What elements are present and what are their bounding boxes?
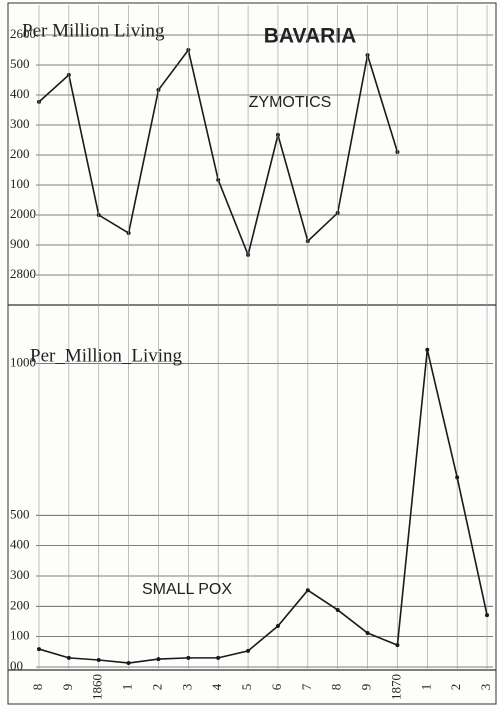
- y-tick-label: 2800: [10, 266, 36, 281]
- x-tick-label: 7: [299, 683, 314, 690]
- x-tick-label: 9: [359, 684, 374, 691]
- y-tick-label: 300: [10, 567, 30, 582]
- y-tick-label: 200: [10, 146, 30, 161]
- series-name: SMALL POX: [142, 581, 232, 598]
- y-tick-label: 400: [10, 537, 30, 552]
- x-tick-label: 4: [209, 683, 224, 690]
- data-point: [66, 655, 71, 660]
- x-tick-label: 3: [179, 684, 194, 691]
- data-point: [395, 643, 400, 648]
- y-tick-label: 2000: [10, 206, 36, 221]
- x-tick-label: 6: [269, 683, 284, 690]
- y-tick-label: 100: [10, 628, 30, 643]
- y-axis-label: Per_Million_Living: [30, 345, 183, 366]
- chart-title: BAVARIA: [264, 25, 357, 48]
- x-tick-label: 2: [448, 684, 463, 691]
- y-tick-label: 100: [10, 176, 30, 191]
- data-point: [485, 613, 490, 618]
- data-point: [96, 657, 101, 662]
- y-tick-label: 400: [10, 86, 30, 101]
- data-point: [186, 655, 191, 660]
- x-tick-label: 8: [329, 684, 344, 691]
- x-tick-label: 1870: [388, 674, 403, 700]
- data-point: [365, 630, 370, 635]
- data-point: [425, 347, 430, 352]
- y-tick-label: 200: [10, 597, 30, 612]
- data-point: [305, 588, 310, 593]
- y-axis-label: Per Million Living: [22, 20, 165, 41]
- y-tick-label: 1000: [10, 355, 36, 370]
- y-tick-label: 500: [10, 506, 30, 521]
- y-tick-label: 900: [10, 236, 30, 251]
- frame: [7, 2, 497, 705]
- x-tick-label: 5: [239, 684, 254, 691]
- data-point: [246, 648, 251, 653]
- y-tick-label: 00: [10, 658, 23, 673]
- data-point: [216, 655, 221, 660]
- x-tick-label: 1: [418, 684, 433, 691]
- data-point: [455, 475, 460, 480]
- data-point: [36, 647, 41, 652]
- y-tick-label: 2600: [10, 26, 36, 41]
- y-tick-label: 500: [10, 56, 30, 71]
- series-name: ZYMOTICS: [249, 94, 332, 111]
- x-tick-label: 1: [120, 684, 135, 691]
- y-tick-label: 300: [10, 116, 30, 131]
- data-point: [126, 661, 131, 666]
- series-line: [38, 349, 488, 664]
- x-tick-label: 8: [30, 684, 45, 691]
- x-tick-label: 2: [149, 684, 164, 691]
- x-tick-label: 1860: [90, 674, 105, 700]
- x-tick-label: 3: [478, 684, 493, 691]
- data-point: [335, 607, 340, 612]
- data-point: [156, 657, 161, 662]
- data-point: [275, 624, 280, 629]
- x-tick-label: 9: [60, 684, 75, 691]
